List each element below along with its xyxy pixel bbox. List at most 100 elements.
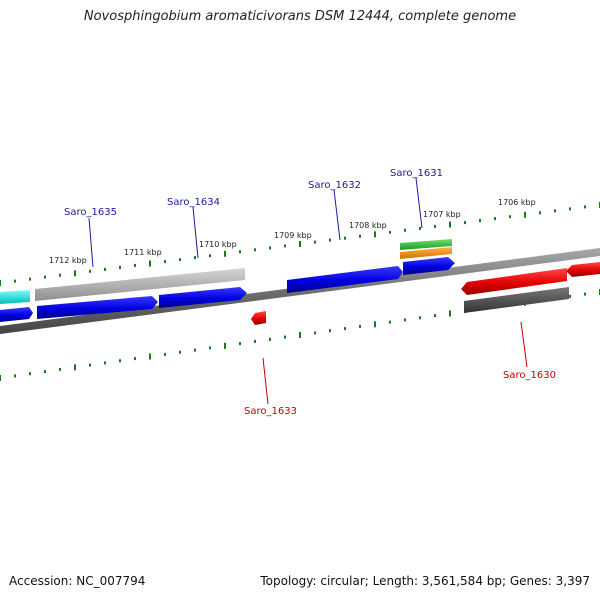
map-title: Novosphingobium aromaticivorans DSM 1244… [83, 9, 517, 24]
scale-tick-bottom-major [149, 353, 151, 360]
scale-tick-bottom-minor [164, 352, 166, 356]
scale-ticks-top [0, 202, 600, 286]
gene-saro-1631[interactable] [400, 239, 452, 250]
scale-label-1708: 1708 kbp [349, 221, 387, 230]
scale-tick-top-minor [119, 265, 121, 269]
scale-label-1712: 1712 kbp [49, 256, 87, 265]
scale-tick-top-minor [14, 279, 16, 283]
scale-tick-bottom-minor [104, 361, 106, 365]
scale-tick-bottom-major [449, 310, 451, 317]
scale-label-1709: 1709 kbp [274, 231, 312, 240]
topology-summary: Topology: circular; Length: 3,561,584 bp… [260, 574, 590, 588]
scale-tick-bottom-minor [569, 294, 571, 298]
scale-tick-top-major [224, 250, 226, 257]
scale-tick-top-major [74, 270, 76, 277]
scale-tick-bottom-minor [584, 292, 586, 296]
scale-tick-top-minor [404, 228, 406, 232]
scale-tick-bottom-minor [239, 342, 241, 346]
scale-tick-top-minor [314, 240, 316, 244]
scale-tick-top-major [0, 280, 1, 286]
scale-tick-top-minor [419, 226, 421, 230]
accession-text: Accession: NC_007794 [9, 574, 146, 588]
scale-tick-top-major [449, 221, 451, 228]
leader-line-saro-1631 [415, 177, 423, 229]
leader-line-saro-1635 [88, 217, 94, 268]
scale-tick-bottom-minor [434, 314, 436, 318]
scale-tick-top-minor [104, 267, 106, 271]
scale-tick-bottom-major [299, 332, 301, 338]
scale-tick-top-minor [239, 250, 241, 254]
scale-label-1710: 1710 kbp [199, 240, 237, 249]
scale-tick-top-major [149, 260, 151, 267]
scale-tick-bottom-minor [119, 359, 121, 363]
scale-tick-top-minor [509, 215, 511, 219]
scale-label-1707: 1707 kbp [423, 210, 461, 219]
scale-tick-top-minor [29, 277, 31, 281]
scale-tick-bottom-minor [314, 331, 316, 335]
scale-tick-bottom-major [74, 364, 76, 371]
gene-blue-1[interactable] [37, 296, 158, 319]
scale-tick-bottom-minor [134, 357, 136, 361]
gene-blue-left-edge[interactable] [0, 307, 33, 322]
scale-tick-bottom-minor [269, 337, 271, 341]
gene-cyan[interactable] [0, 290, 30, 304]
scale-tick-top-minor [164, 260, 166, 264]
scale-label-1711: 1711 kbp [124, 248, 162, 257]
scale-tick-bottom-minor [89, 363, 91, 367]
scale-tick-bottom-major [224, 342, 226, 349]
scale-tick-top-minor [254, 248, 256, 252]
scale-tick-top-minor [569, 207, 571, 211]
scale-tick-bottom-minor [29, 372, 31, 376]
scale-tick-bottom-minor [44, 370, 46, 374]
scale-tick-top-minor [194, 256, 196, 260]
scale-tick-bottom-minor [254, 339, 256, 343]
gene-label-saro-1635[interactable]: Saro_1635 [64, 207, 117, 218]
scale-tick-bottom-minor [404, 318, 406, 322]
leader-line-saro-1633 [262, 357, 269, 405]
scale-tick-top-minor [389, 230, 391, 234]
scale-tick-bottom-minor [59, 367, 61, 371]
gene-saro-1630[interactable] [461, 268, 567, 295]
scale-tick-top-minor [179, 258, 181, 262]
gene-label-saro-1632[interactable]: Saro_1632 [308, 180, 361, 191]
scale-tick-top-major [299, 241, 301, 247]
gene-label-saro-1630[interactable]: Saro_1630 [503, 370, 556, 381]
scale-tick-top-minor [284, 244, 286, 248]
gene-saro-1633[interactable] [251, 311, 266, 325]
gene-saro-1635[interactable] [35, 268, 245, 301]
scale-tick-top-minor [479, 219, 481, 223]
gene-label-saro-1631[interactable]: Saro_1631 [390, 168, 443, 179]
gene-orange[interactable] [400, 247, 452, 259]
scale-tick-top-minor [359, 234, 361, 238]
scale-tick-bottom-major [374, 321, 376, 328]
scale-label-1706: 1706 kbp [498, 198, 536, 207]
scale-tick-top-minor [59, 273, 61, 277]
scale-tick-bottom-minor [179, 350, 181, 354]
scale-tick-bottom-minor [209, 346, 211, 350]
scale-tick-bottom-minor [284, 335, 286, 339]
gene-dark-gray[interactable] [464, 287, 569, 313]
scale-tick-bottom-minor [419, 316, 421, 320]
scale-tick-top-major [374, 231, 376, 238]
scale-tick-top-minor [584, 205, 586, 209]
scale-tick-bottom-minor [329, 329, 331, 333]
gene-blue-2[interactable] [403, 257, 455, 275]
gene-saro-1634[interactable] [159, 287, 247, 308]
gene-saro-1632[interactable] [287, 266, 403, 293]
scale-tick-bottom-minor [14, 374, 16, 378]
scale-tick-top-minor [494, 217, 496, 221]
leader-line-saro-1634 [192, 206, 199, 259]
scale-tick-top-minor [134, 263, 136, 267]
gene-label-saro-1634[interactable]: Saro_1634 [167, 197, 220, 208]
scale-tick-top-minor [554, 209, 556, 213]
gene-label-saro-1633[interactable]: Saro_1633 [244, 406, 297, 417]
leader-line-saro-1632 [333, 189, 341, 241]
scale-tick-bottom-minor [194, 348, 196, 352]
scale-tick-bottom-minor [359, 324, 361, 328]
scale-tick-top-minor [539, 211, 541, 215]
scale-tick-bottom-major [0, 375, 1, 381]
gene-red-right-edge[interactable] [566, 262, 600, 277]
scale-tick-top-minor [464, 221, 466, 225]
scale-tick-bottom-minor [389, 320, 391, 324]
